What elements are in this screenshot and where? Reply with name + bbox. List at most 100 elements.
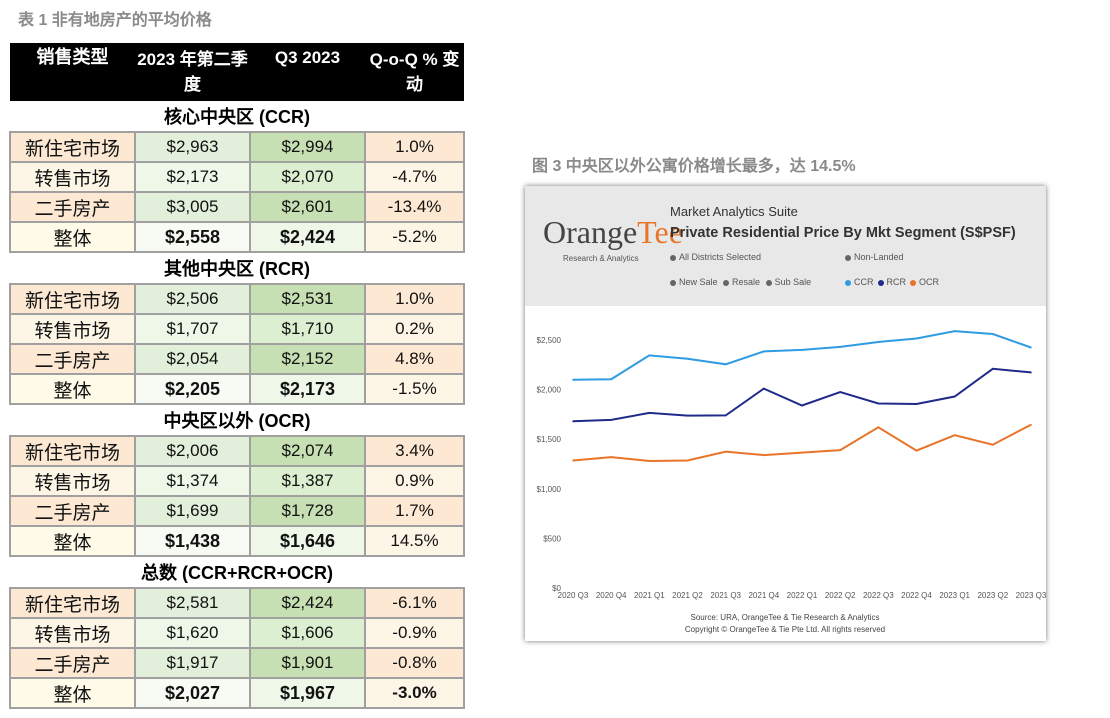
data-point-ccr bbox=[648, 354, 651, 357]
cell-label: 二手房产 bbox=[9, 495, 136, 527]
source-note: Source: URA, OrangeTee & Tie Research & … bbox=[691, 613, 880, 622]
cell-qoq: 4.8% bbox=[364, 343, 465, 375]
section-title: 总数 (CCR+RCR+OCR) bbox=[10, 556, 464, 588]
cell-q3: $1,967 bbox=[249, 677, 366, 709]
cell-q3: $1,728 bbox=[249, 495, 366, 527]
table-title: 表 1 非有地房产的平均价格 bbox=[18, 12, 212, 29]
table-row: 转售市场 $1,374 $1,387 0.9% bbox=[9, 465, 465, 497]
cell-label: 新住宅市场 bbox=[9, 435, 136, 467]
bullet-icon bbox=[845, 254, 851, 261]
cell-q2: $2,558 bbox=[134, 221, 251, 253]
legend-label-ccr: CCR bbox=[854, 277, 874, 287]
cell-q3: $1,606 bbox=[249, 617, 366, 649]
cell-label: 新住宅市场 bbox=[9, 587, 136, 619]
data-point-ccr bbox=[801, 349, 803, 351]
data-point-ccr bbox=[724, 363, 727, 366]
cell-qoq: -5.2% bbox=[364, 221, 465, 253]
x-tick-label: 2023 Q3 bbox=[1016, 591, 1046, 600]
data-point-rcr bbox=[648, 412, 651, 414]
cell-q2: $1,917 bbox=[134, 647, 251, 679]
cell-q2: $2,054 bbox=[134, 343, 251, 375]
table-row: 整体 $2,558 $2,424 -5.2% bbox=[9, 221, 465, 253]
copyright-note: Copyright © OrangeTee & Tie Pte Ltd. All… bbox=[685, 625, 885, 634]
cell-qoq: 3.4% bbox=[364, 435, 465, 467]
bullet-icon bbox=[670, 254, 676, 261]
price-table: 销售类型 2023 年第二季度 Q3 2023 Q-o-Q % 变动 核心中央区… bbox=[9, 43, 465, 709]
cell-label: 整体 bbox=[9, 525, 136, 557]
data-point-rcr bbox=[724, 414, 727, 417]
x-tick-label: 2022 Q1 bbox=[787, 591, 818, 600]
cell-qoq: -4.7% bbox=[364, 161, 465, 193]
data-point-rcr bbox=[1030, 371, 1032, 374]
y-tick-label: $2,000 bbox=[537, 386, 562, 395]
data-point-ocr bbox=[686, 459, 689, 462]
chart-header: OrangeTee Research & Analytics Market An… bbox=[525, 186, 1046, 306]
cell-q2: $1,707 bbox=[134, 313, 251, 345]
cell-q3: $1,646 bbox=[249, 525, 366, 557]
table-row: 整体 $2,027 $1,967 -3.0% bbox=[9, 677, 465, 709]
table-row: 整体 $1,438 $1,646 14.5% bbox=[9, 525, 465, 557]
section-header: 其他中央区 (RCR) bbox=[10, 252, 464, 284]
y-tick-label: $2,500 bbox=[537, 336, 562, 345]
legend-label-rcr: RCR bbox=[886, 277, 907, 287]
x-tick-label: 2021 Q4 bbox=[748, 591, 779, 600]
data-point-rcr bbox=[992, 367, 994, 370]
header-type: 销售类型 bbox=[10, 43, 135, 101]
data-point-rcr bbox=[572, 420, 574, 423]
bullet-icon bbox=[723, 279, 730, 286]
section-header: 核心中央区 (CCR) bbox=[10, 101, 464, 132]
cell-label: 新住宅市场 bbox=[9, 131, 136, 163]
chart-panel: OrangeTee Research & Analytics Market An… bbox=[525, 186, 1046, 641]
cell-qoq: -6.1% bbox=[364, 587, 465, 619]
cell-q2: $2,027 bbox=[134, 677, 251, 709]
header-q3: Q3 2023 bbox=[250, 43, 365, 101]
filter-landed: Non-Landed bbox=[845, 252, 904, 262]
cell-qoq: 0.2% bbox=[364, 313, 465, 345]
table-row: 新住宅市场 $2,581 $2,424 -6.1% bbox=[9, 587, 465, 619]
x-tick-label: 2023 Q1 bbox=[939, 591, 970, 600]
x-tick-label: 2023 Q2 bbox=[977, 591, 1008, 600]
data-point-ccr bbox=[610, 378, 612, 380]
table-row: 新住宅市场 $2,006 $2,074 3.4% bbox=[9, 435, 465, 467]
cell-q3: $1,710 bbox=[249, 313, 366, 345]
header-q2: 2023 年第二季度 bbox=[135, 43, 250, 101]
cell-q2: $1,374 bbox=[134, 465, 251, 497]
data-point-ocr bbox=[839, 449, 841, 451]
table-row: 二手房产 $1,699 $1,728 1.7% bbox=[9, 495, 465, 527]
x-tick-label: 2021 Q2 bbox=[672, 591, 703, 600]
data-point-ocr bbox=[610, 456, 612, 458]
table-row: 二手房产 $2,054 $2,152 4.8% bbox=[9, 343, 465, 375]
data-point-ccr bbox=[572, 378, 574, 381]
cell-qoq: 1.0% bbox=[364, 283, 465, 315]
cell-qoq: -3.0% bbox=[364, 677, 465, 709]
cell-label: 二手房产 bbox=[9, 343, 136, 375]
cell-q3: $2,152 bbox=[249, 343, 366, 375]
data-point-ocr bbox=[801, 451, 803, 454]
suite-label: Market Analytics Suite bbox=[670, 204, 798, 219]
table-row: 整体 $2,205 $2,173 -1.5% bbox=[9, 373, 465, 405]
data-point-rcr bbox=[610, 419, 612, 421]
cell-q2: $1,620 bbox=[134, 617, 251, 649]
data-point-rcr bbox=[686, 414, 689, 417]
data-point-ccr bbox=[915, 337, 918, 340]
cell-label: 新住宅市场 bbox=[9, 283, 136, 315]
data-point-rcr bbox=[839, 391, 841, 393]
section-title: 中央区以外 (OCR) bbox=[10, 404, 464, 436]
cell-q3: $2,074 bbox=[249, 435, 366, 467]
section-header: 中央区以外 (OCR) bbox=[10, 404, 464, 436]
data-point-ccr bbox=[877, 341, 880, 343]
data-point-rcr bbox=[763, 387, 765, 390]
legend-swatch-ocr bbox=[910, 279, 916, 286]
cell-qoq: 1.7% bbox=[364, 495, 465, 527]
data-point-ocr bbox=[724, 450, 727, 453]
bullet-icon bbox=[765, 279, 772, 286]
table-row: 二手房产 $1,917 $1,901 -0.8% bbox=[9, 647, 465, 679]
cell-label: 转售市场 bbox=[9, 465, 136, 497]
orangetee-logo: OrangeTee bbox=[543, 214, 683, 250]
legend-swatch-rcr bbox=[877, 279, 884, 286]
cell-q2: $2,173 bbox=[134, 161, 251, 193]
data-point-rcr bbox=[801, 404, 803, 407]
table-row: 转售市场 $2,173 $2,070 -4.7% bbox=[9, 161, 465, 193]
section-header: 总数 (CCR+RCR+OCR) bbox=[10, 556, 464, 588]
table-row: 转售市场 $1,620 $1,606 -0.9% bbox=[9, 617, 465, 649]
